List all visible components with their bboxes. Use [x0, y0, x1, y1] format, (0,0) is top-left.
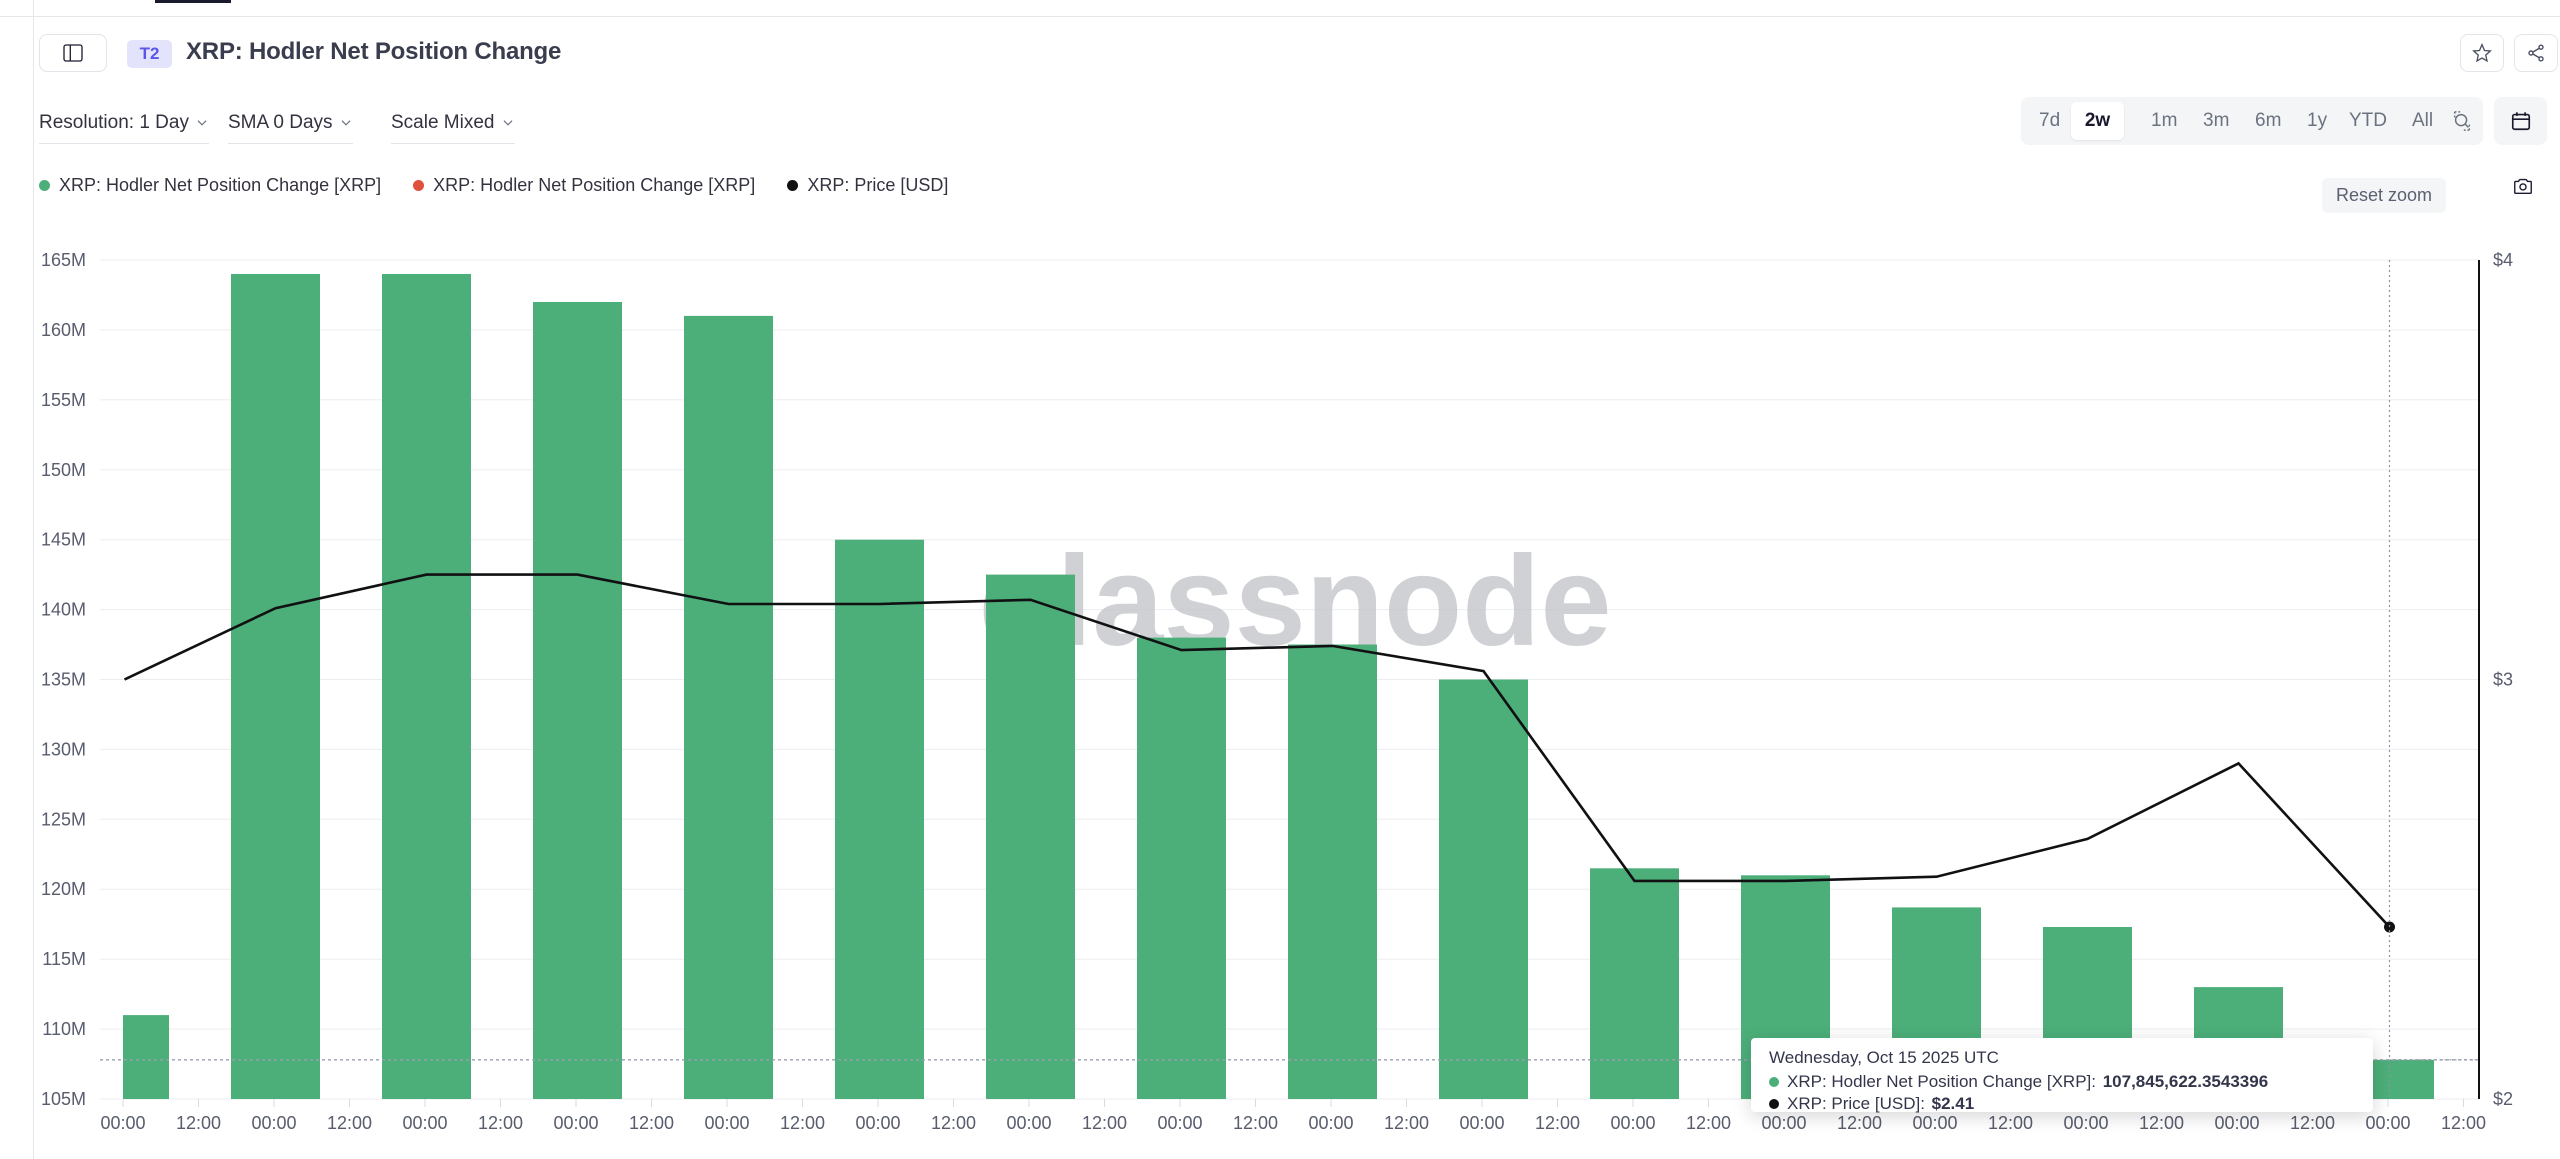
svg-text:12:00: 12:00: [931, 1113, 976, 1133]
svg-text:160M: 160M: [41, 320, 86, 340]
svg-text:00:00: 00:00: [2365, 1113, 2410, 1133]
svg-text:$4: $4: [2493, 250, 2513, 270]
svg-text:145M: 145M: [41, 530, 86, 550]
svg-text:12:00: 12:00: [629, 1113, 674, 1133]
svg-text:00:00: 00:00: [251, 1113, 296, 1133]
svg-text:12:00: 12:00: [1384, 1113, 1429, 1133]
svg-text:110M: 110M: [42, 1019, 86, 1039]
svg-text:12:00: 12:00: [1535, 1113, 1580, 1133]
svg-text:00:00: 00:00: [553, 1113, 598, 1133]
svg-text:165M: 165M: [41, 250, 86, 270]
svg-text:155M: 155M: [41, 390, 86, 410]
svg-text:12:00: 12:00: [1233, 1113, 1278, 1133]
svg-text:00:00: 00:00: [2063, 1113, 2108, 1133]
svg-text:12:00: 12:00: [478, 1113, 523, 1133]
svg-text:140M: 140M: [41, 600, 86, 620]
svg-text:12:00: 12:00: [2290, 1113, 2335, 1133]
svg-text:00:00: 00:00: [2214, 1113, 2259, 1133]
svg-text:115M: 115M: [42, 949, 86, 969]
svg-text:12:00: 12:00: [327, 1113, 372, 1133]
svg-text:135M: 135M: [41, 670, 86, 690]
svg-text:00:00: 00:00: [1308, 1113, 1353, 1133]
svg-text:$3: $3: [2493, 670, 2513, 690]
svg-text:00:00: 00:00: [855, 1113, 900, 1133]
svg-text:12:00: 12:00: [1988, 1113, 2033, 1133]
svg-text:12:00: 12:00: [2441, 1113, 2486, 1133]
svg-text:00:00: 00:00: [1761, 1113, 1806, 1133]
svg-text:150M: 150M: [41, 460, 86, 480]
svg-text:12:00: 12:00: [1082, 1113, 1127, 1133]
svg-text:00:00: 00:00: [1610, 1113, 1655, 1133]
svg-text:00:00: 00:00: [1912, 1113, 1957, 1133]
svg-text:00:00: 00:00: [1157, 1113, 1202, 1133]
svg-text:12:00: 12:00: [2139, 1113, 2184, 1133]
svg-text:$2: $2: [2493, 1089, 2513, 1109]
svg-text:00:00: 00:00: [704, 1113, 749, 1133]
svg-text:00:00: 00:00: [1459, 1113, 1504, 1133]
svg-text:12:00: 12:00: [1837, 1113, 1882, 1133]
svg-text:00:00: 00:00: [100, 1113, 145, 1133]
svg-text:12:00: 12:00: [176, 1113, 221, 1133]
svg-text:12:00: 12:00: [780, 1113, 825, 1133]
svg-text:105M: 105M: [41, 1089, 86, 1109]
svg-text:125M: 125M: [41, 809, 86, 829]
svg-text:00:00: 00:00: [402, 1113, 447, 1133]
svg-text:12:00: 12:00: [1686, 1113, 1731, 1133]
svg-text:130M: 130M: [41, 739, 86, 759]
svg-text:00:00: 00:00: [1006, 1113, 1051, 1133]
svg-text:120M: 120M: [41, 879, 86, 899]
